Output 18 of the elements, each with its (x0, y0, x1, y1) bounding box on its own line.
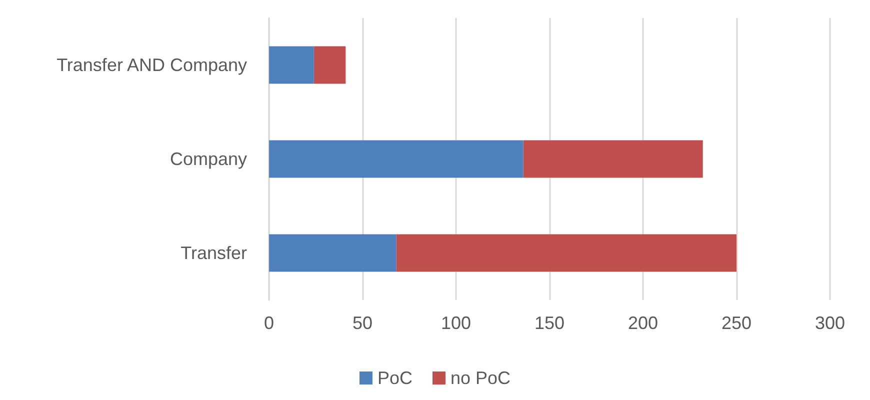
x-tick-label: 50 (352, 313, 373, 333)
bar (269, 234, 396, 272)
bar (269, 140, 524, 178)
x-tick-label: 200 (628, 313, 658, 333)
x-tick-label: 0 (264, 313, 274, 333)
legend-label: PoC (377, 368, 412, 388)
bar (269, 46, 314, 84)
y-tick-label: Transfer (180, 243, 247, 263)
x-tick-label: 150 (534, 313, 565, 333)
bar (396, 234, 736, 272)
y-tick-label: Transfer AND Company (56, 55, 247, 75)
x-tick-label: 100 (440, 313, 472, 333)
bar (314, 46, 346, 84)
bar (523, 140, 703, 178)
legend-label: no PoC (450, 368, 511, 388)
y-tick-label: Company (170, 149, 247, 169)
x-tick-label: 250 (721, 313, 752, 333)
x-tick-label: 300 (814, 313, 846, 333)
